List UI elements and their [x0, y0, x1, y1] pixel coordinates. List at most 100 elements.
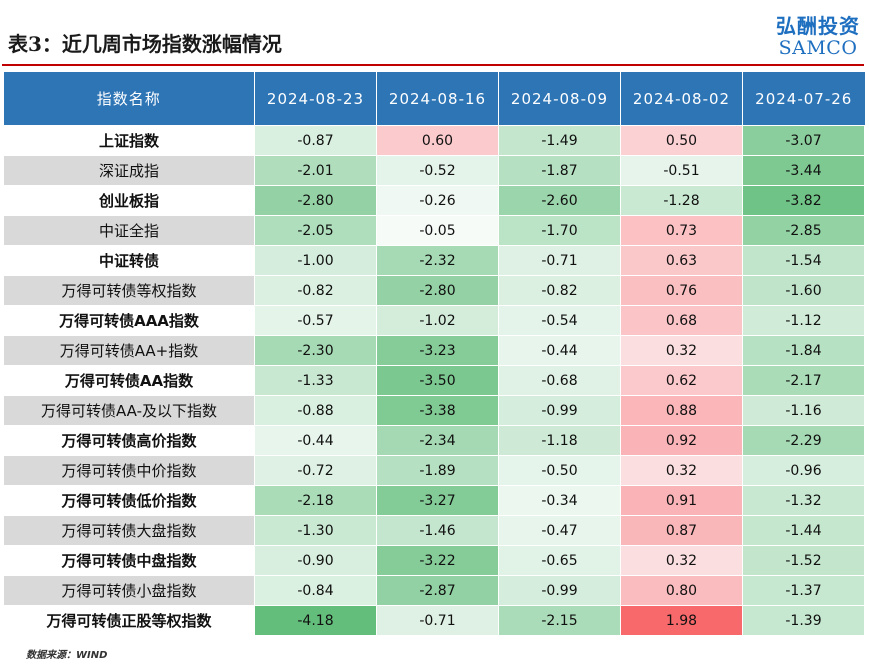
table-row: 创业板指 -2.80 -0.26 -2.60 -1.28 -3.82 [3, 185, 865, 216]
header-row: 指数名称 2024-08-23 2024-08-16 2024-08-09 20… [3, 72, 865, 126]
logo-english-text: SAMCO [778, 37, 858, 59]
return-value-cell: -0.26 [376, 185, 499, 216]
table-row: 万得可转债AA指数 -1.33 -3.50 -0.68 0.62 -2.17 [3, 365, 865, 396]
return-value-cell: -0.88 [254, 395, 377, 426]
return-value-cell: -1.02 [376, 305, 499, 336]
return-value-cell: -1.37 [742, 575, 865, 606]
return-value-cell: 0.32 [620, 455, 743, 486]
return-value-cell: -3.22 [376, 545, 499, 576]
return-value-cell: -0.05 [376, 215, 499, 246]
index-name-cell: 万得可转债AA-及以下指数 [3, 395, 255, 426]
company-logo: 弘酬投资 SAMCO [772, 14, 864, 58]
table-row: 万得可转债大盘指数 -1.30 -1.46 -0.47 0.87 -1.44 [3, 515, 865, 546]
index-name-cell: 万得可转债AA指数 [3, 365, 255, 396]
table-row: 万得可转债中价指数 -0.72 -1.89 -0.50 0.32 -0.96 [3, 455, 865, 486]
index-name-cell: 深证成指 [3, 155, 255, 186]
return-value-cell: -3.50 [376, 365, 499, 396]
return-value-cell: -2.34 [376, 425, 499, 456]
return-value-cell: -0.82 [498, 275, 621, 306]
return-value-cell: -0.51 [620, 155, 743, 186]
return-value-cell: -3.07 [742, 125, 865, 156]
index-name-cell: 万得可转债高价指数 [3, 425, 255, 456]
return-value-cell: -1.39 [742, 605, 865, 636]
table-row: 中证转债 -1.00 -2.32 -0.71 0.63 -1.54 [3, 245, 865, 276]
return-value-cell: -0.54 [498, 305, 621, 336]
table-row: 万得可转债AA-及以下指数 -0.88 -3.38 -0.99 0.88 -1.16 [3, 395, 865, 426]
index-name-cell: 万得可转债中价指数 [3, 455, 255, 486]
return-value-cell: -0.82 [254, 275, 377, 306]
return-value-cell: -3.82 [742, 185, 865, 216]
return-value-cell: -0.71 [498, 245, 621, 276]
return-value-cell: -0.47 [498, 515, 621, 546]
return-value-cell: -0.65 [498, 545, 621, 576]
return-value-cell: -2.01 [254, 155, 377, 186]
return-value-cell: -2.05 [254, 215, 377, 246]
table-row: 万得可转债AAA指数 -0.57 -1.02 -0.54 0.68 -1.12 [3, 305, 865, 336]
return-value-cell: -2.85 [742, 215, 865, 246]
table-row: 万得可转债高价指数 -0.44 -2.34 -1.18 0.92 -2.29 [3, 425, 865, 456]
return-value-cell: -1.44 [742, 515, 865, 546]
table-row: 万得可转债等权指数 -0.82 -2.80 -0.82 0.76 -1.60 [3, 275, 865, 306]
table-row: 万得可转债中盘指数 -0.90 -3.22 -0.65 0.32 -1.52 [3, 545, 865, 576]
return-value-cell: -1.28 [620, 185, 743, 216]
index-name-cell: 万得可转债等权指数 [3, 275, 255, 306]
table-row: 深证成指 -2.01 -0.52 -1.87 -0.51 -3.44 [3, 155, 865, 186]
return-value-cell: -0.57 [254, 305, 377, 336]
index-name-cell: 中证全指 [3, 215, 255, 246]
return-value-cell: -1.52 [742, 545, 865, 576]
return-value-cell: -0.52 [376, 155, 499, 186]
logo-chinese-text: 弘酬投资 [776, 14, 860, 38]
return-value-cell: 0.60 [376, 125, 499, 156]
return-value-cell: -2.32 [376, 245, 499, 276]
return-value-cell: 0.80 [620, 575, 743, 606]
header-date: 2024-08-09 [498, 72, 621, 126]
index-name-cell: 万得可转债低价指数 [3, 485, 255, 516]
return-value-cell: -0.44 [498, 335, 621, 366]
return-value-cell: -1.16 [742, 395, 865, 426]
table-row: 中证全指 -2.05 -0.05 -1.70 0.73 -2.85 [3, 215, 865, 246]
header-index-name: 指数名称 [3, 72, 255, 126]
header-date: 2024-08-16 [376, 72, 499, 126]
return-value-cell: -1.00 [254, 245, 377, 276]
return-value-cell: 0.92 [620, 425, 743, 456]
return-value-cell: -1.60 [742, 275, 865, 306]
return-value-cell: -3.23 [376, 335, 499, 366]
table-row: 万得可转债小盘指数 -0.84 -2.87 -0.99 0.80 -1.37 [3, 575, 865, 606]
return-value-cell: -3.27 [376, 485, 499, 516]
return-value-cell: -1.30 [254, 515, 377, 546]
return-value-cell: -3.44 [742, 155, 865, 186]
index-name-cell: 万得可转债中盘指数 [3, 545, 255, 576]
return-value-cell: -0.72 [254, 455, 377, 486]
index-name-cell: 中证转债 [3, 245, 255, 276]
return-value-cell: 0.88 [620, 395, 743, 426]
index-name-cell: 万得可转债AA+指数 [3, 335, 255, 366]
index-name-cell: 上证指数 [3, 125, 255, 156]
return-value-cell: -2.15 [498, 605, 621, 636]
index-name-cell: 万得可转债AAA指数 [3, 305, 255, 336]
return-value-cell: 1.98 [620, 605, 743, 636]
return-value-cell: -0.84 [254, 575, 377, 606]
index-name-cell: 万得可转债正股等权指数 [3, 605, 255, 636]
index-name-cell: 万得可转债大盘指数 [3, 515, 255, 546]
table-row: 万得可转债低价指数 -2.18 -3.27 -0.34 0.91 -1.32 [3, 485, 865, 516]
table-row: 万得可转债正股等权指数 -4.18 -0.71 -2.15 1.98 -1.39 [3, 605, 865, 636]
return-value-cell: -0.44 [254, 425, 377, 456]
return-value-cell: 0.68 [620, 305, 743, 336]
return-value-cell: -1.46 [376, 515, 499, 546]
header-date: 2024-07-26 [742, 72, 865, 126]
return-value-cell: -4.18 [254, 605, 377, 636]
return-value-cell: -1.32 [742, 485, 865, 516]
return-value-cell: -2.30 [254, 335, 377, 366]
return-value-cell: -2.29 [742, 425, 865, 456]
return-value-cell: -2.17 [742, 365, 865, 396]
header-date: 2024-08-23 [254, 72, 377, 126]
return-value-cell: 0.63 [620, 245, 743, 276]
return-value-cell: -0.68 [498, 365, 621, 396]
return-value-cell: 0.87 [620, 515, 743, 546]
return-value-cell: -3.38 [376, 395, 499, 426]
return-value-cell: 0.62 [620, 365, 743, 396]
return-value-cell: 0.32 [620, 335, 743, 366]
table-row: 万得可转债AA+指数 -2.30 -3.23 -0.44 0.32 -1.84 [3, 335, 865, 366]
return-value-cell: -0.96 [742, 455, 865, 486]
return-value-cell: -1.33 [254, 365, 377, 396]
